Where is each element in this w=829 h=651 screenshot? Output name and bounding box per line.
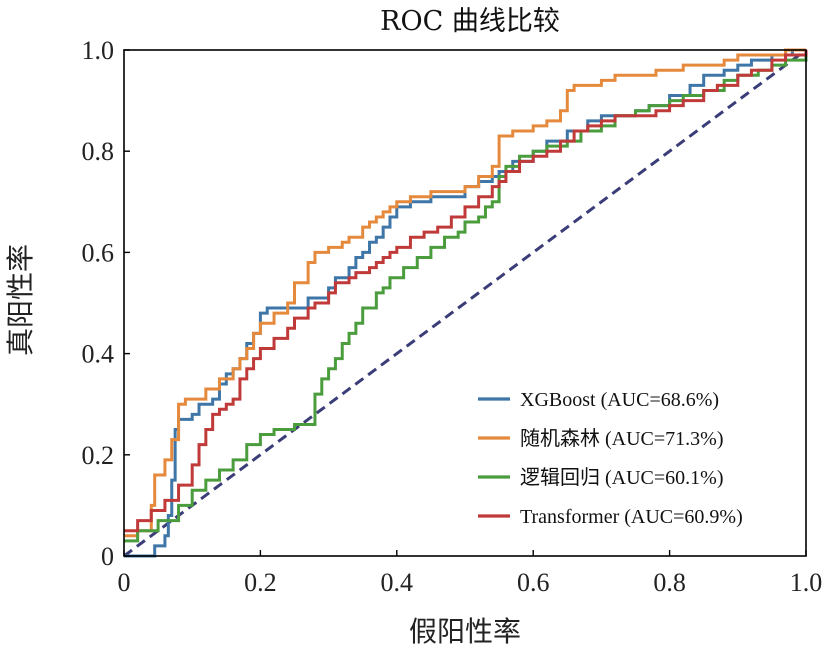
roc-series-line-4 <box>124 50 808 533</box>
x-tick-label: 1.0 <box>790 568 823 597</box>
y-axis-ticks: 0 0.2 0.4 0.6 0.8 1.0 <box>82 36 130 571</box>
y-tick-label: 0 <box>101 542 114 571</box>
y-tick-label: 1.0 <box>82 36 115 65</box>
plot-area <box>123 48 808 558</box>
x-tick-label: 0 <box>118 568 131 597</box>
x-tick-label: 0.8 <box>653 568 686 597</box>
y-tick-label: 0.6 <box>82 238 115 267</box>
y-tick-label: 0.8 <box>82 137 115 166</box>
x-tick-label: 0.4 <box>381 568 414 597</box>
plot-frame <box>123 49 807 557</box>
y-axis-label: 真阳性率 <box>4 244 37 356</box>
legend-label-2: 随机森林 (AUC=71.3%) <box>520 427 724 450</box>
legend-label-4: Transformer (AUC=60.9%) <box>520 506 743 528</box>
y-tick-label: 0.2 <box>82 441 115 470</box>
legend: XGBoost (AUC=68.6%) 随机森林 (AUC=71.3%) 逻辑回归 … <box>478 389 743 528</box>
y-tick-label: 0.4 <box>82 340 115 369</box>
roc-series-line-3 <box>124 50 808 543</box>
legend-label-1: XGBoost (AUC=68.6%) <box>520 389 719 411</box>
x-tick-label: 0.2 <box>244 568 277 597</box>
chart-title: ROC 曲线比较 <box>380 6 560 37</box>
legend-label-3: 逻辑回归 (AUC=60.1%) <box>520 466 724 489</box>
diagonal-reference-line <box>123 48 807 558</box>
x-axis-ticks: 0 0.2 0.4 0.6 0.8 1.0 <box>118 550 823 597</box>
roc-series-line-2 <box>124 48 806 538</box>
x-tick-label: 0.6 <box>517 568 550 597</box>
x-axis-label: 假阳性率 <box>409 615 521 648</box>
